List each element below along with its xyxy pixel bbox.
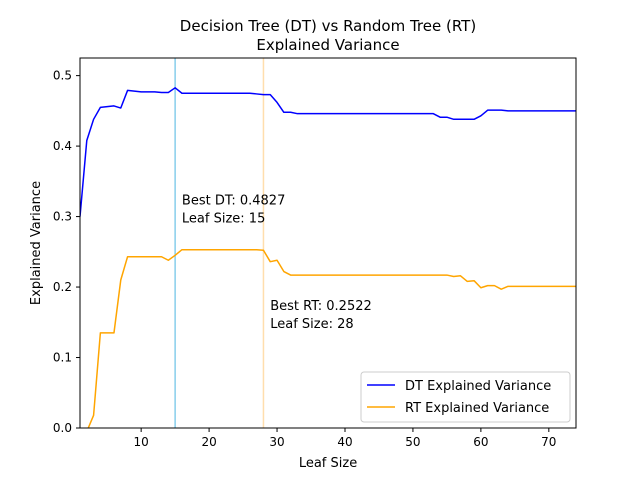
y-tick-label: 0.3 (53, 210, 72, 224)
y-axis-ticks: 0.0 0.1 0.2 0.3 0.4 0.5 (53, 69, 80, 435)
x-tick-label: 40 (337, 435, 352, 449)
x-axis-label: Leaf Size (299, 456, 357, 471)
x-tick-label: 50 (405, 435, 420, 449)
annotation-best-0-value: Best DT: 0.4827 (182, 193, 285, 208)
legend-label-dt: DT Explained Variance (405, 379, 551, 394)
annotation-best-1-leaf: Leaf Size: 28 (270, 317, 353, 332)
y-tick-label: 0.4 (53, 139, 72, 153)
x-tick-label: 10 (134, 435, 149, 449)
x-tick-label: 60 (473, 435, 488, 449)
legend: DT Explained Variance RT Explained Varia… (360, 371, 571, 423)
annotation-best-1-value: Best RT: 0.2522 (270, 299, 372, 314)
annotation-best-0-leaf: Leaf Size: 15 (182, 211, 265, 226)
annotations: Best DT: 0.4827 Leaf Size: 15 Best RT: 0.2… (182, 193, 372, 332)
legend-label-rt: RT Explained Variance (405, 401, 549, 416)
title-line-2: Explained Variance (256, 36, 399, 54)
y-tick-label: 0.1 (53, 351, 72, 365)
title-line-1: Decision Tree (DT) vs Random Tree (RT) (180, 17, 476, 35)
series-line-0 (80, 87, 576, 217)
series-line-1 (87, 248, 576, 428)
plot-frame (79, 57, 577, 429)
y-tick-label: 0.2 (53, 280, 72, 294)
legend-box (360, 371, 571, 423)
x-tick-label: 70 (541, 435, 556, 449)
reference-lines (174, 58, 265, 428)
x-tick-label: 20 (201, 435, 216, 449)
x-axis-ticks: 10 20 30 40 50 60 70 (134, 428, 556, 449)
x-tick-label: 30 (269, 435, 284, 449)
y-tick-label: 0.0 (53, 421, 72, 435)
y-axis-label: Explained Variance (29, 181, 44, 305)
series-lines (80, 87, 576, 428)
chart-title: Decision Tree (DT) vs Random Tree (RT) E… (180, 17, 476, 54)
y-tick-label: 0.5 (53, 69, 72, 83)
